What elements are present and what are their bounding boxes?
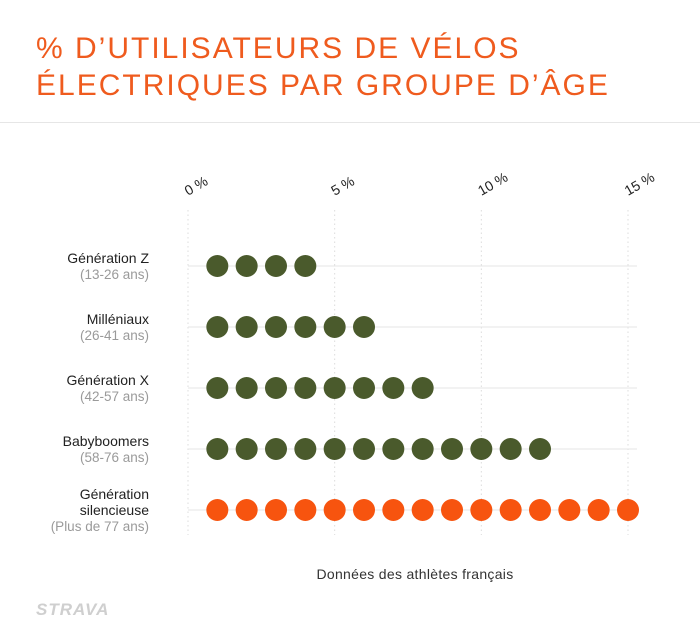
data-dot [323, 438, 346, 460]
data-dot [353, 377, 375, 399]
data-dot [265, 255, 287, 277]
data-dot [382, 499, 405, 521]
data-dot [206, 438, 229, 460]
category-label: Babyboomers [63, 433, 149, 449]
data-dot [235, 499, 258, 521]
data-dot [499, 499, 522, 521]
data-dot [206, 377, 229, 399]
data-dot [235, 255, 258, 277]
data-dot [441, 438, 463, 460]
data-dot [529, 499, 551, 521]
data-dot [265, 438, 287, 460]
data-dot [323, 316, 346, 338]
data-dot [470, 438, 493, 460]
chart-title-line-1: % D’UTILISATEURS DE VÉLOS [36, 32, 521, 65]
x-tick-label: 15 % [622, 169, 658, 199]
data-dot [411, 438, 434, 460]
category-label: Milléniaux [87, 311, 149, 327]
data-dot [206, 255, 229, 277]
data-dot [265, 316, 287, 338]
data-dot [235, 438, 258, 460]
data-dot [206, 316, 229, 338]
data-dot [441, 499, 463, 521]
data-dot [323, 377, 346, 399]
data-dot [558, 499, 581, 521]
data-dot [294, 438, 317, 460]
data-dot [617, 499, 639, 521]
chart-title-line-2: ÉLECTRIQUES PAR GROUPE D’ÂGE [36, 69, 610, 102]
data-dot [353, 316, 375, 338]
data-dot [294, 316, 317, 338]
category-age-range: (58-76 ans) [80, 450, 149, 465]
category-age-range: (26-41 ans) [80, 328, 149, 343]
x-tick-label: 0 % [182, 173, 211, 199]
data-dot [411, 377, 434, 399]
data-dot [235, 377, 258, 399]
data-dot [529, 438, 551, 460]
x-tick-label: 10 % [475, 169, 511, 199]
data-dot [353, 438, 375, 460]
strava-logo: STRAVA [36, 600, 110, 619]
category-age-range: (42-57 ans) [80, 389, 149, 404]
category-label: Génération X [67, 372, 150, 388]
data-dot [353, 499, 375, 521]
x-tick-label: 5 % [328, 173, 357, 199]
category-age-range: (Plus de 77 ans) [51, 519, 149, 534]
category-label: silencieuse [80, 502, 149, 518]
data-dot [499, 438, 522, 460]
category-label: Génération Z [67, 250, 149, 266]
category-age-range: (13-26 ans) [80, 267, 149, 282]
data-dot [382, 377, 405, 399]
data-dot [470, 499, 493, 521]
data-dot [587, 499, 610, 521]
title-divider [0, 122, 700, 123]
data-dot [382, 438, 405, 460]
data-dot [294, 499, 317, 521]
data-dot [235, 316, 258, 338]
data-dot [411, 499, 434, 521]
data-dot [294, 377, 317, 399]
data-dot [206, 499, 229, 521]
data-dot [294, 255, 317, 277]
chart-title: % D’UTILISATEURS DE VÉLOS ÉLECTRIQUES PA… [36, 30, 676, 104]
source-note: Données des athlètes français [316, 566, 514, 582]
data-dot [265, 377, 287, 399]
data-dot [323, 499, 346, 521]
category-label: Génération [80, 486, 149, 502]
data-dot [265, 499, 287, 521]
